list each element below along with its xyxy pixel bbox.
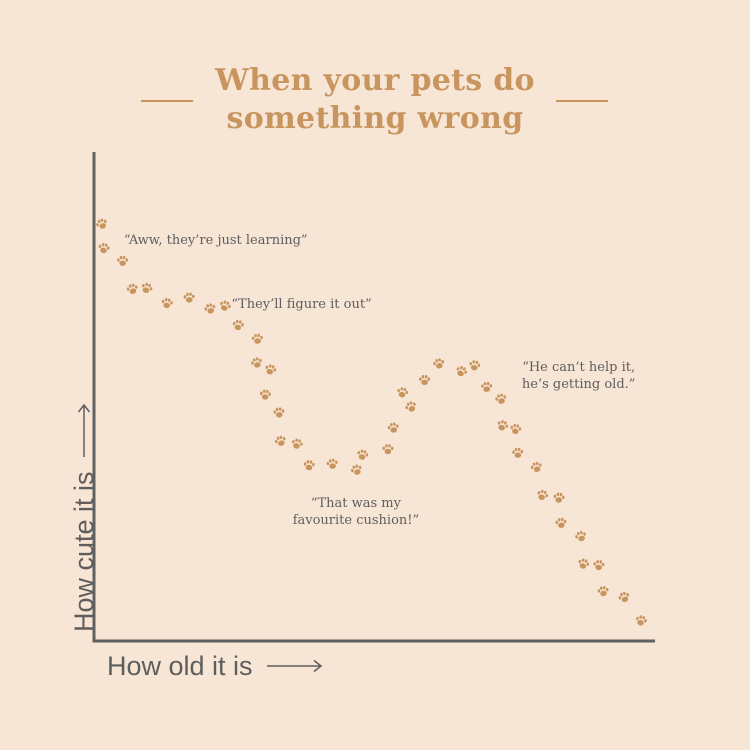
paw-print-point-9 (220, 300, 231, 311)
x-axis-label: How old it is (107, 650, 323, 682)
paw-print-point-24 (405, 401, 416, 412)
paw-print-point-28 (456, 366, 468, 377)
paw-print-point-7 (183, 292, 195, 303)
paw-print-point-36 (537, 489, 549, 500)
annotation-4: “He can’t help it, he’s getting old.” (522, 359, 636, 393)
annotation-2: “They’ll figure it out” (231, 296, 371, 313)
paw-print-point-40 (578, 558, 590, 569)
paw-print-point-6 (161, 297, 173, 309)
paw-print-point-39 (575, 530, 586, 542)
paw-print-point-32 (497, 420, 509, 431)
chart-title-line-1: When your pets do (215, 63, 535, 98)
paw-print-point-33 (510, 423, 522, 434)
paw-print-point-29 (469, 360, 481, 371)
annotation-3-line-1: “That was my (310, 495, 401, 511)
paw-print-point-41 (593, 559, 605, 571)
paw-print-point-42 (597, 586, 609, 597)
y-axis-label: How cute it is (69, 403, 99, 632)
paw-print-point-5 (141, 282, 153, 293)
paw-print-point-8 (204, 303, 216, 314)
paw-print-point-23 (387, 422, 399, 433)
y-axis-arrow-icon (77, 404, 91, 458)
paw-print-point-10 (232, 319, 244, 331)
chart-title-line-2: something wrong (226, 101, 524, 136)
paw-print-point-38 (555, 517, 567, 528)
annotation-1-line-1: “Aww, they’re just learning” (123, 232, 308, 248)
paw-print-point-34 (512, 447, 524, 458)
paw-print-point-13 (265, 364, 277, 375)
paw-print-point-44 (636, 615, 647, 626)
paw-print-point-18 (303, 460, 315, 471)
annotation-4-line-2: he’s getting old.” (521, 377, 636, 393)
paw-print-point-15 (273, 407, 285, 418)
paw-print-point-26 (419, 375, 431, 385)
paw-print-point-2 (98, 242, 110, 254)
paw-marks (96, 218, 647, 626)
paw-print-point-30 (481, 381, 493, 392)
title-rule-left (141, 100, 193, 102)
paw-print-point-22 (382, 444, 394, 455)
paw-print-point-31 (495, 393, 507, 404)
paw-print-point-19 (326, 458, 338, 469)
paw-print-point-43 (618, 591, 630, 603)
paw-print-point-1 (96, 218, 107, 229)
paw-print-point-4 (126, 283, 138, 294)
annotation-4-line-1: “He can’t help it, (522, 360, 636, 376)
annotation-3-line-2: favourite cushion!” (292, 512, 420, 528)
paw-print-point-17 (292, 438, 303, 449)
chart-title: When your pets do something wrong (0, 62, 750, 138)
x-axis-arrow-icon (266, 659, 322, 673)
paw-print-point-27 (433, 358, 445, 369)
paw-print-point-25 (397, 387, 409, 398)
paw-print-point-35 (530, 461, 542, 472)
annotation-2-line-1: “They’ll figure it out” (231, 296, 372, 312)
paw-print-point-12 (251, 357, 262, 368)
paw-print-point-21 (357, 449, 369, 460)
paw-print-point-3 (117, 255, 129, 266)
y-axis-label-text: How cute it is (69, 471, 99, 632)
paw-print-point-11 (251, 333, 263, 344)
paw-print-point-20 (350, 464, 362, 475)
x-axis-label-text: How old it is (107, 651, 253, 681)
annotation-1: “Aww, they’re just learning” (124, 232, 308, 249)
paw-print-point-37 (553, 492, 565, 503)
paw-print-point-16 (274, 435, 286, 446)
paw-print-point-14 (259, 389, 271, 400)
annotation-3: “That was my favourite cushion!” (293, 495, 419, 529)
title-rule-right (556, 100, 608, 102)
